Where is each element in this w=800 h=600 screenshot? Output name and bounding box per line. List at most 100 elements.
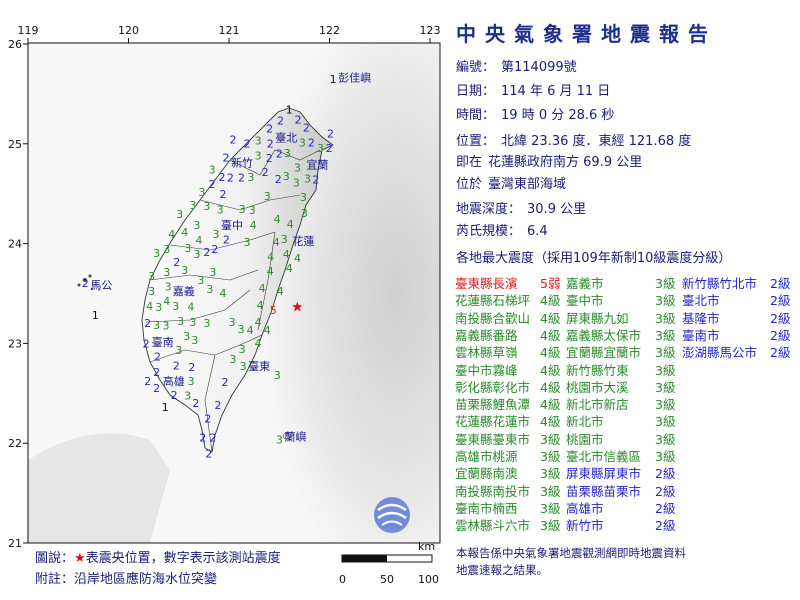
station-intensity: 2 [171,389,178,402]
intensity-level: 3級 [655,327,676,343]
station-intensity: 4 [286,262,293,275]
intensity-station-name: 苗栗縣苗栗市 [566,483,642,499]
intensity-station-name: 臺中市霧峰 [455,362,518,378]
station-intensity: 2 [203,246,210,259]
report-depth: 地震深度： 30.9 公里 [456,198,592,217]
intensity-level: 3級 [655,449,676,464]
station-intensity: 2 [209,432,216,445]
place-label: 蘭嶼 [284,430,306,444]
station-intensity: 4 [287,218,294,231]
station-intensity: 3 [148,270,155,283]
intensity-level: 2級 [770,293,791,309]
station-intensity: 3 [176,208,183,221]
station-intensity: 3 [304,173,311,186]
intensity-level: 4級 [540,397,561,413]
station-intensity: 3 [155,301,162,314]
intensity-level: 3級 [655,345,676,361]
place-label: 花蓮 [292,234,314,248]
lon-tick-label: 121 [219,24,240,37]
station-intensity: 2 [221,376,228,389]
station-intensity: 4 [255,337,262,350]
intensity-level: 4級 [540,414,561,430]
station-intensity: 3 [294,161,301,174]
station-intensity: 2 [144,375,151,388]
intensity-station-name: 新北市 [566,414,604,430]
intensity-level: 2級 [655,483,676,499]
station-intensity: 3 [153,247,160,260]
station-intensity: 2 [267,137,274,150]
station-intensity: 3 [300,191,307,204]
station-intensity: 3 [163,266,170,279]
intensity-level: 3級 [655,379,676,395]
magnitude-value: 6.4 [527,224,548,239]
station-intensity: 2 [214,399,221,412]
station-intensity: 4 [264,324,271,337]
station-intensity: 3 [209,266,216,279]
legend-line-1: 圖說：★表震央位置，數字表示該測站震度 [35,547,281,566]
station-intensity: 2 [327,127,334,140]
station-intensity: 2 [312,174,319,187]
lanyu-island [282,432,292,440]
region-value: 臺灣東部海域 [488,177,567,192]
intensity-station-name: 桃園市 [566,431,604,447]
station-intensity: 4 [168,228,175,241]
station-intensity: 3 [191,334,198,347]
scale-label-0: 0 [339,573,346,586]
intensity-level: 2級 [655,500,676,516]
intensity-level: 4級 [540,345,561,361]
station-intensity: 2 [277,115,284,128]
station-intensity: 2 [144,317,151,330]
intensity-level: 3級 [655,310,676,326]
legend-text: 表震央位置，數字表示該測站震度 [85,551,281,566]
legend-line-2: 附註：沿岸地區應防海水位突變 [35,572,218,587]
station-intensity: 3 [249,204,256,217]
intensity-level: 3級 [540,518,561,534]
station-intensity: 3 [206,283,213,296]
station-intensity: 3 [177,315,184,328]
intensity-level: 3級 [655,431,676,447]
date-value: 114 年 6 月 11 日 [501,84,611,99]
relative-label: 即在 [456,155,483,170]
lon-tick-label: 123 [420,24,441,37]
station-intensity: 2 [308,136,315,149]
taiwan-island [141,107,334,453]
intensity-station-name: 臺北市信義區 [566,449,642,464]
penghu-islands [77,274,94,291]
station-intensity: 2 [192,397,199,410]
place-label: 新竹 [231,155,253,169]
station-intensity: 3 [239,343,246,356]
intensity-station-name: 屏東縣屏東市 [566,466,642,482]
station-intensity: 2 [143,337,150,350]
station-intensity: 2 [275,173,282,186]
place-label: 宜蘭 [306,157,328,171]
intensity-level: 3級 [540,431,561,447]
station-intensity: 2 [223,234,230,247]
station-intensity: 3 [281,233,288,246]
time-label: 時間： [456,108,496,123]
station-intensity: 2 [154,351,161,364]
number-value: 第114099號 [501,60,577,75]
station-intensity: 3 [212,228,219,241]
station-intensity: 2 [153,382,160,395]
intensity-station-name: 嘉義市 [566,276,604,291]
station-intensity: 3 [229,316,236,329]
intensity-station-name: 新竹市 [566,518,604,534]
magnitude-label: 芮氏規模： [456,224,522,239]
station-intensity: 3 [255,149,262,162]
station-intensity: 3 [153,319,160,332]
footer-line-1: 本報告係中央氣象署地震觀測網即時地震資料 [456,546,686,560]
station-intensity: 4 [294,252,301,265]
station-intensity: 3 [189,316,196,329]
depth-label: 地震深度： [456,202,522,217]
scale-label-100: 100 [418,573,439,586]
intensity-station-name: 基隆市 [682,310,720,326]
intensity-station-name: 雲林縣斗六市 [455,518,531,534]
intensity-level: 4級 [540,310,561,326]
station-intensity: 3 [255,134,262,147]
intensity-station-name: 新竹縣竹北市 [682,276,758,291]
epicenter-star-icon: ★ [291,299,304,315]
intensity-level: 3級 [540,466,561,482]
station-intensity: 1 [92,309,99,322]
lat-tick-label: 26 [8,38,22,51]
